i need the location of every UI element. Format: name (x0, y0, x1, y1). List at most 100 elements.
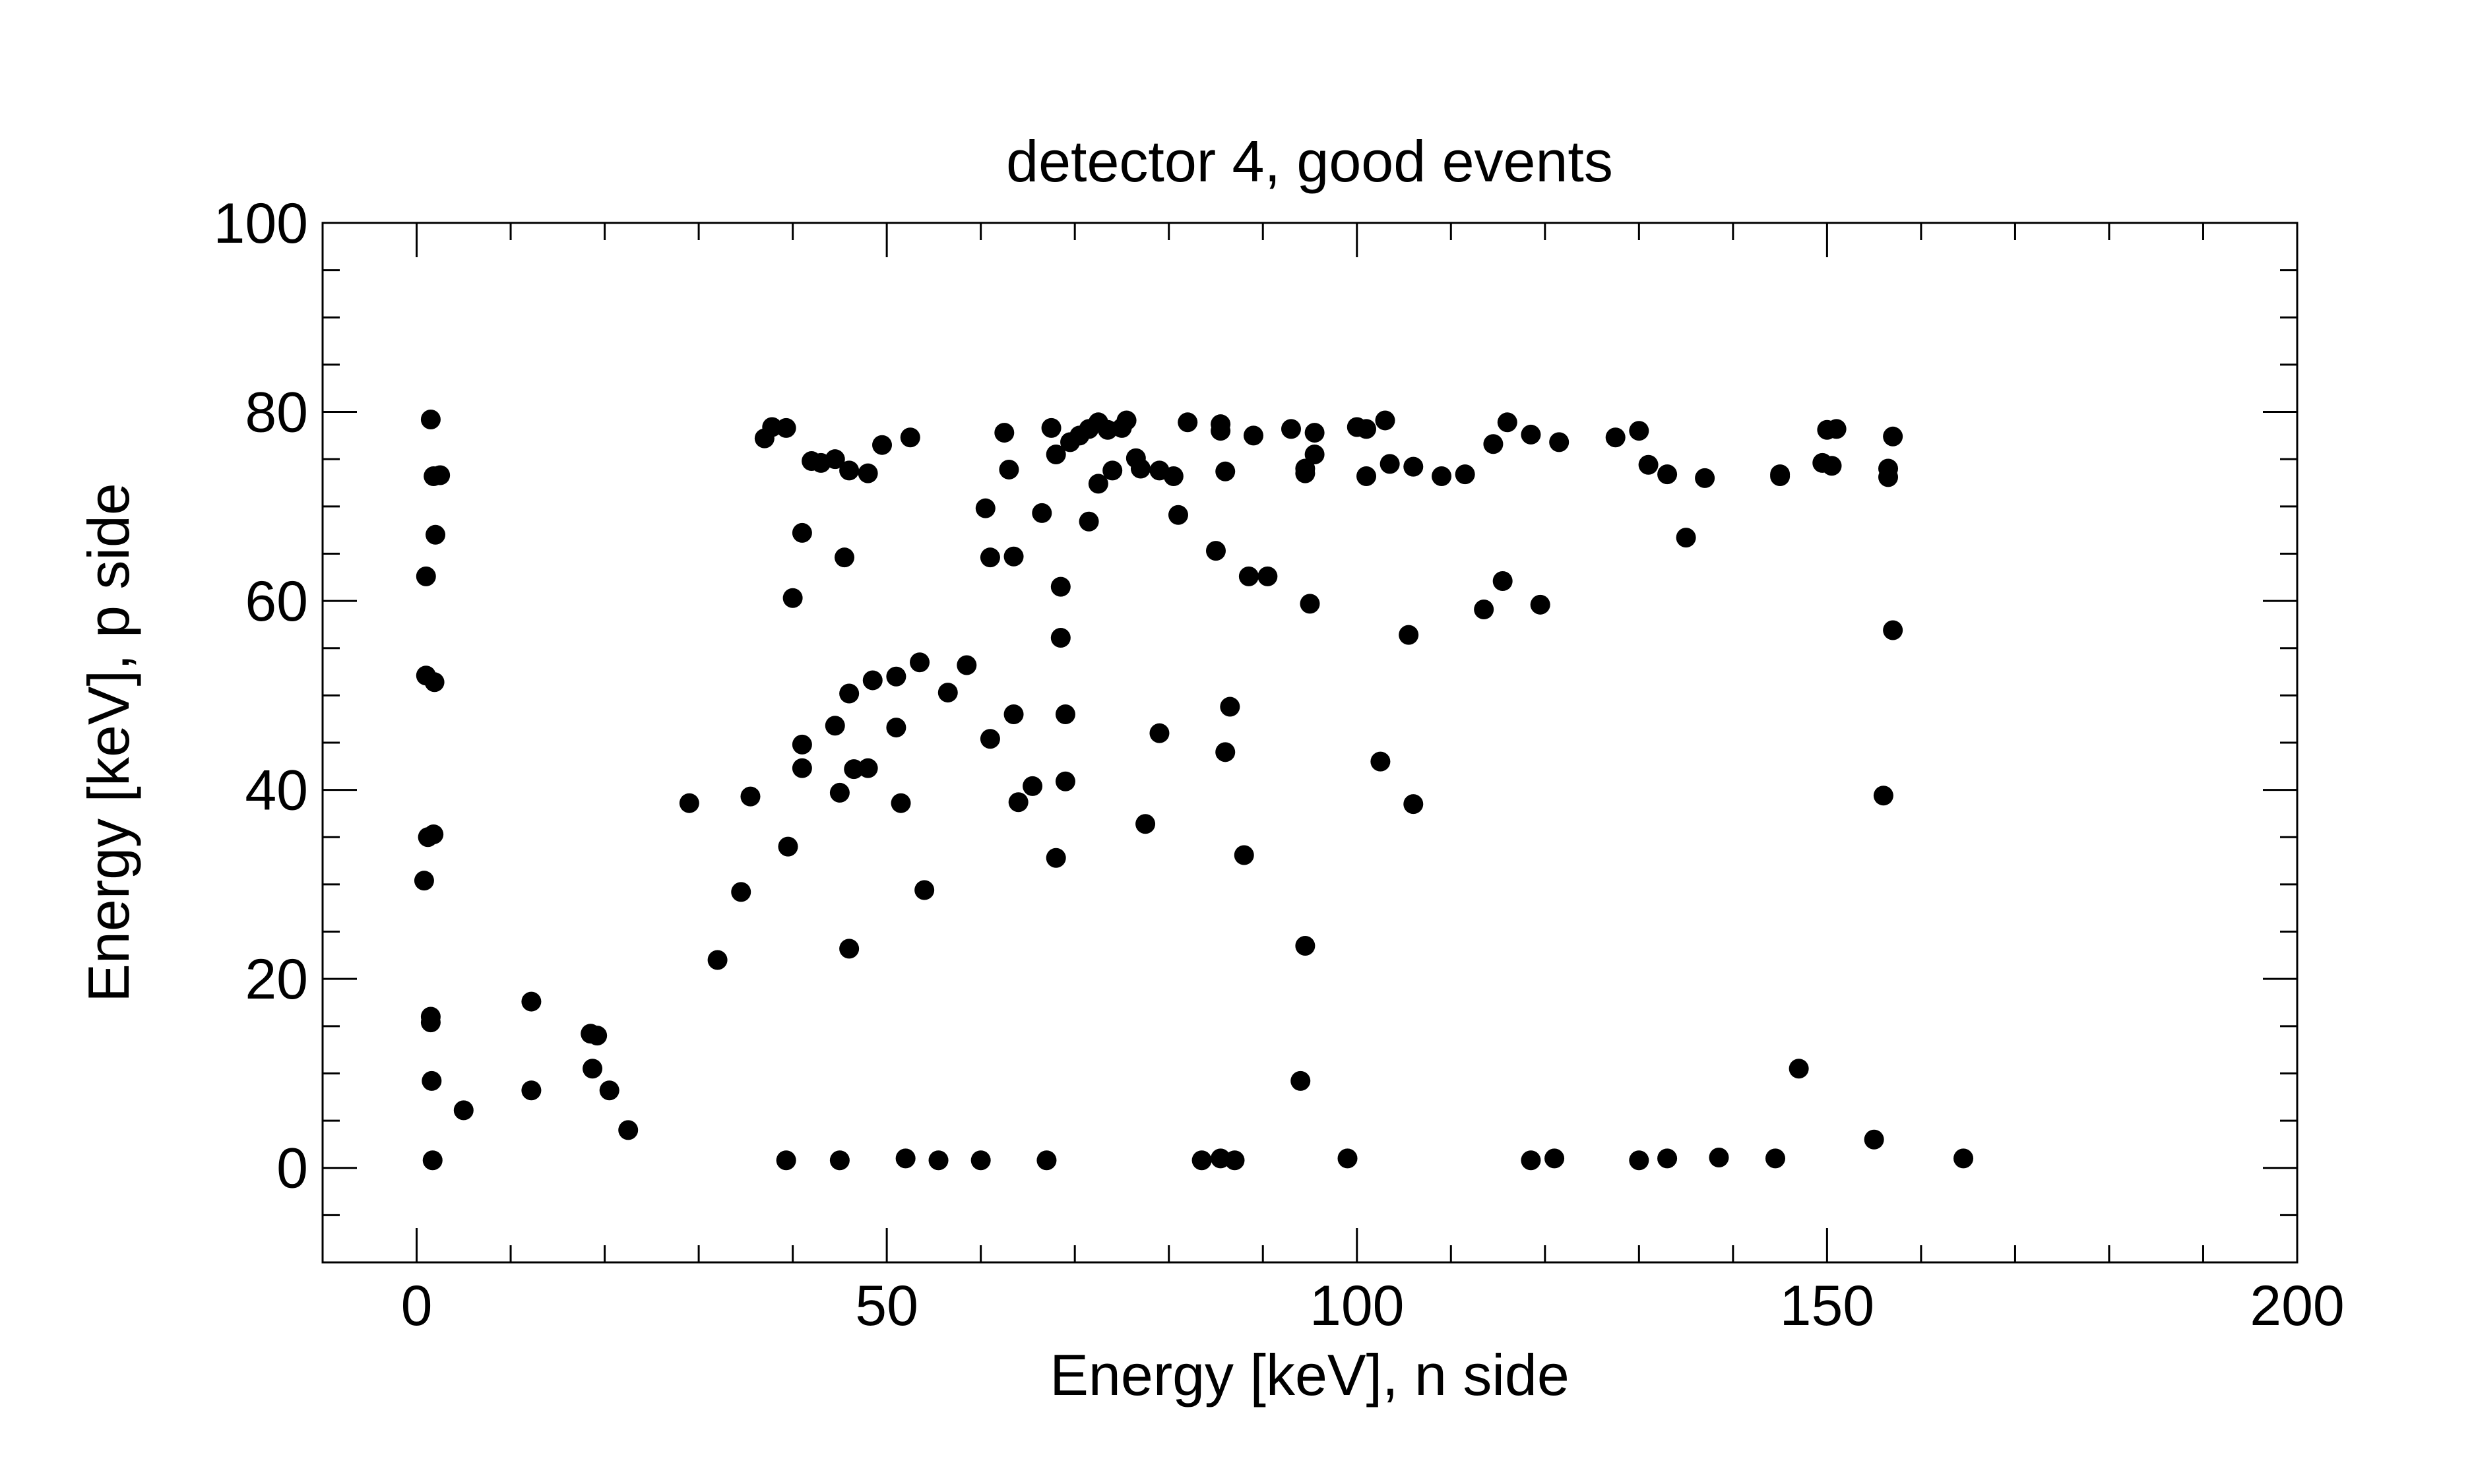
data-point (1211, 421, 1231, 441)
data-point (895, 1148, 916, 1169)
data-point (776, 1150, 796, 1171)
x-tick-label: 150 (1780, 1274, 1875, 1338)
data-point (1041, 417, 1062, 438)
data-point (599, 1080, 619, 1101)
data-point (928, 1150, 949, 1171)
data-point (1403, 794, 1424, 815)
data-point (1191, 1150, 1212, 1171)
data-point (825, 449, 845, 470)
data-point (937, 683, 958, 703)
data-point (1003, 704, 1024, 725)
chart-title: detector 4, good events (1006, 129, 1613, 194)
data-point (453, 1100, 474, 1121)
x-tick-label: 0 (401, 1274, 433, 1338)
data-point (1826, 419, 1847, 439)
data-point (1023, 776, 1043, 796)
data-point (1399, 625, 1419, 645)
data-point (1638, 454, 1659, 475)
data-point (1238, 566, 1259, 586)
data-point (792, 522, 812, 543)
data-point (1257, 566, 1278, 586)
data-point (1130, 458, 1151, 479)
data-point (430, 465, 451, 485)
data-point (426, 524, 446, 545)
y-tick-label: 0 (276, 1137, 308, 1200)
data-point (1657, 464, 1678, 485)
data-point (1822, 456, 1842, 476)
data-point (776, 417, 796, 438)
data-point (1676, 528, 1696, 548)
data-point (1657, 1148, 1678, 1169)
data-point (1953, 1148, 1974, 1169)
data-point (1549, 432, 1570, 452)
data-point (1102, 460, 1123, 481)
x-tick-label: 100 (1310, 1274, 1405, 1338)
data-point (839, 460, 860, 481)
data-point (740, 786, 761, 807)
data-point (1883, 426, 1903, 447)
y-tick-label: 80 (245, 381, 308, 445)
data-point (1220, 696, 1240, 717)
data-point (420, 1012, 441, 1033)
data-point (1356, 466, 1377, 486)
data-point (1008, 792, 1029, 813)
data-point (583, 1059, 603, 1079)
data-point (1088, 474, 1108, 494)
data-point (792, 758, 812, 778)
data-point (886, 718, 906, 738)
data-point (1046, 445, 1066, 465)
data-point (420, 410, 441, 430)
data-point (1055, 704, 1075, 725)
data-point (707, 950, 728, 970)
data-point (994, 423, 1015, 443)
data-point (424, 672, 445, 693)
data-point (872, 435, 893, 455)
data-point (1629, 1150, 1649, 1171)
data-point (1003, 546, 1024, 567)
data-point (1709, 1147, 1729, 1167)
data-point (1455, 464, 1475, 485)
data-point (839, 683, 860, 704)
data-point (762, 417, 782, 437)
data-point (1295, 463, 1316, 483)
data-point (1483, 434, 1504, 454)
data-point (1304, 445, 1325, 465)
data-point (957, 655, 977, 675)
data-point (1224, 1150, 1245, 1171)
data-point (792, 734, 812, 755)
data-point (1432, 466, 1452, 486)
data-point (829, 782, 850, 803)
tick-labels: 0 50 100 150 200 0 20 40 60 80 100 (214, 192, 2345, 1338)
data-point (1281, 419, 1301, 439)
data-point (1149, 723, 1170, 743)
y-axis-title: Energy [keV], p side (76, 483, 141, 1003)
data-point (731, 882, 751, 902)
y-tick-label: 40 (245, 759, 308, 822)
y-tick-label: 60 (245, 570, 308, 633)
data-point (1629, 421, 1649, 441)
data-point (1878, 467, 1899, 487)
data-point (1050, 627, 1071, 648)
data-point (1178, 412, 1198, 433)
data-point (422, 1070, 442, 1091)
data-point (422, 1150, 443, 1171)
axis-ticks (321, 222, 2299, 1264)
data-point (521, 991, 542, 1012)
data-point (1770, 466, 1791, 486)
data-point (1300, 594, 1320, 614)
data-point (1055, 771, 1075, 791)
y-tick-label: 20 (245, 948, 308, 1011)
data-point (1168, 505, 1188, 525)
data-point (980, 547, 1000, 568)
data-point (1304, 423, 1325, 443)
data-point (1234, 845, 1254, 865)
data-point (970, 1150, 991, 1171)
data-point (1036, 1150, 1057, 1171)
data-point (618, 1120, 639, 1140)
data-point (782, 588, 803, 608)
data-point (844, 759, 864, 780)
data-point (1864, 1129, 1884, 1150)
data-point (1521, 424, 1541, 445)
data-point (886, 666, 906, 687)
data-point (1215, 742, 1236, 762)
